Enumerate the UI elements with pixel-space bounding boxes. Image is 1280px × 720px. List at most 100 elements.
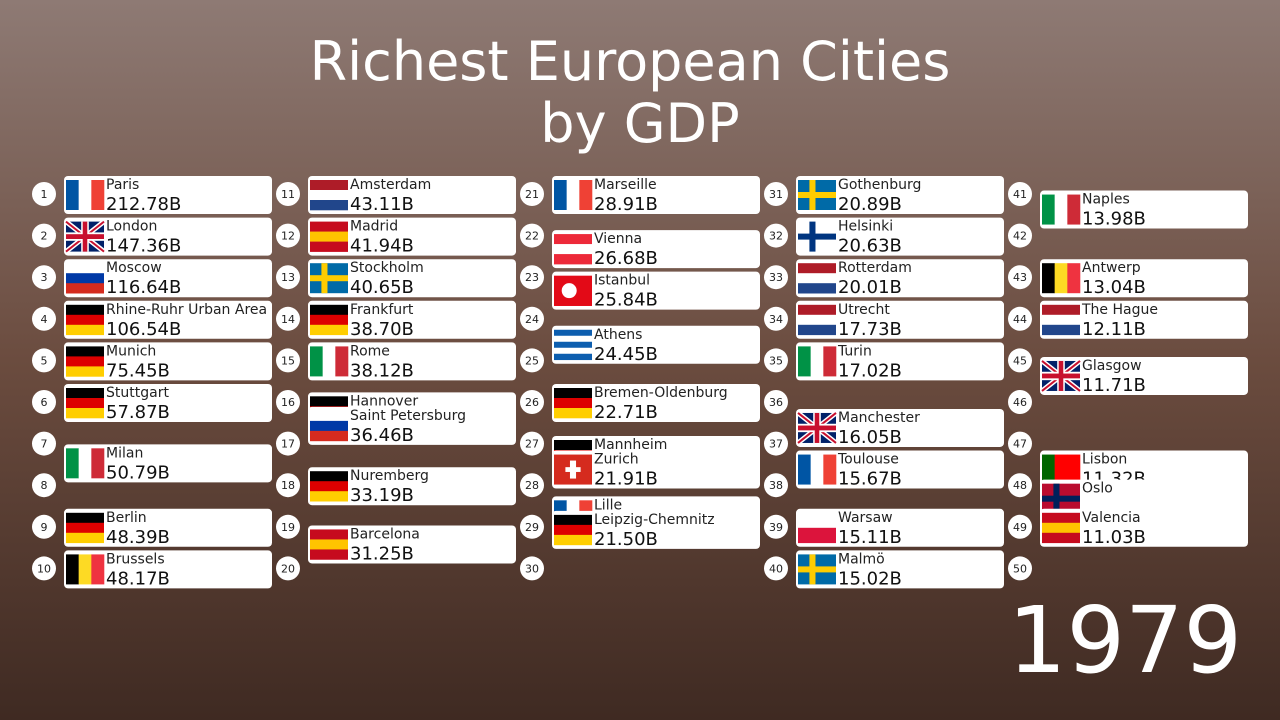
city-value: 106.54B	[106, 319, 181, 340]
rank-number: 19	[281, 521, 295, 534]
rank-badge	[276, 556, 300, 581]
flag-stripe	[798, 324, 836, 336]
rank-number: 5	[41, 354, 48, 367]
card	[1040, 479, 1248, 518]
city-card: Oslo	[1040, 479, 1248, 518]
flag-stripe	[1042, 314, 1080, 326]
rank-number: 6	[41, 396, 48, 409]
flag-stripe	[798, 314, 836, 326]
rank-badge	[764, 306, 788, 331]
city-name: Milan	[106, 445, 143, 461]
flag-stripe	[335, 346, 349, 377]
card	[64, 342, 272, 381]
card	[308, 342, 516, 381]
flag-stripe	[310, 241, 348, 252]
flag-cross	[798, 233, 836, 240]
rank-badge	[32, 473, 56, 498]
flag-stripe	[66, 398, 104, 409]
rank-badge	[520, 306, 544, 331]
flag-stripe	[798, 512, 836, 529]
flag-stripe	[566, 180, 580, 210]
city-name: Zurich	[594, 452, 639, 468]
city-value: 21.91B	[594, 469, 658, 490]
city-value: 33.19B	[350, 485, 414, 506]
card	[64, 300, 272, 339]
city-value: 25.84B	[594, 290, 658, 311]
rank-badge	[520, 390, 544, 414]
city-name: Malmö	[838, 551, 885, 567]
rank-badge	[764, 556, 788, 581]
rank-number: 22	[525, 230, 539, 243]
rank-badge	[520, 223, 544, 248]
card	[308, 300, 516, 339]
rank-badge	[764, 473, 788, 498]
flag-stripe	[66, 522, 104, 534]
flag-stripe	[78, 448, 92, 479]
city-name: Naples	[1082, 192, 1130, 208]
flag-stripe	[554, 335, 592, 343]
city-name: Madrid	[350, 219, 398, 235]
card	[308, 217, 516, 256]
city-name: Brussels	[106, 551, 165, 567]
rank-number: 31	[769, 188, 783, 201]
city-name: Rhine-Ruhr Urban Area	[106, 302, 267, 318]
flag-stripe	[310, 221, 348, 232]
rank-badge	[520, 182, 544, 206]
flag-stripe	[554, 388, 592, 399]
flag-cross	[1042, 495, 1080, 502]
flag-emblem	[561, 283, 577, 299]
ranking-list: 1234567891011121314151617181920212223242…	[32, 176, 1248, 589]
flag-stripe	[66, 532, 104, 544]
rank-number: 41	[1013, 188, 1027, 201]
rank-badge	[520, 473, 544, 498]
rank-badge	[276, 431, 300, 456]
flag-stripe	[554, 244, 592, 255]
flag-stripe	[1042, 304, 1080, 316]
rank-badge	[764, 348, 788, 373]
flag-stripe	[310, 231, 348, 242]
rank-badge	[32, 223, 56, 248]
rank-number: 27	[525, 438, 539, 451]
city-value: 147.36B	[106, 236, 181, 257]
city-name: Manchester	[838, 410, 920, 426]
city-value: 15.67B	[838, 469, 902, 490]
rank-badge	[276, 348, 300, 373]
flag-stripe	[66, 304, 104, 316]
rank-number: 3	[41, 271, 48, 284]
rank-number: 13	[281, 271, 295, 284]
card	[552, 271, 760, 310]
card	[64, 384, 272, 422]
flag-stripe	[66, 356, 104, 367]
rank-number: 47	[1013, 438, 1027, 451]
rank-badge	[1008, 556, 1032, 581]
city-name: Valencia	[1082, 510, 1141, 526]
rank-number: 8	[41, 479, 48, 492]
city-name: Gothenburg	[838, 177, 921, 193]
card	[64, 259, 272, 298]
flag-stripe	[310, 346, 323, 377]
city-name: Bremen-Oldenburg	[594, 385, 728, 401]
city-value: 11.03B	[1082, 527, 1146, 548]
card	[64, 444, 272, 483]
flag-stripe	[310, 420, 348, 432]
card	[1040, 190, 1248, 229]
city-name: Antwerp	[1082, 260, 1141, 276]
card	[1040, 259, 1248, 298]
flag-stripe	[1042, 194, 1055, 225]
city-value: 212.78B	[106, 194, 181, 215]
city-name: Toulouse	[837, 452, 899, 468]
card	[552, 176, 760, 214]
rank-number: 37	[769, 438, 783, 451]
rank-badge	[32, 182, 56, 206]
flag-cross	[1053, 483, 1060, 514]
